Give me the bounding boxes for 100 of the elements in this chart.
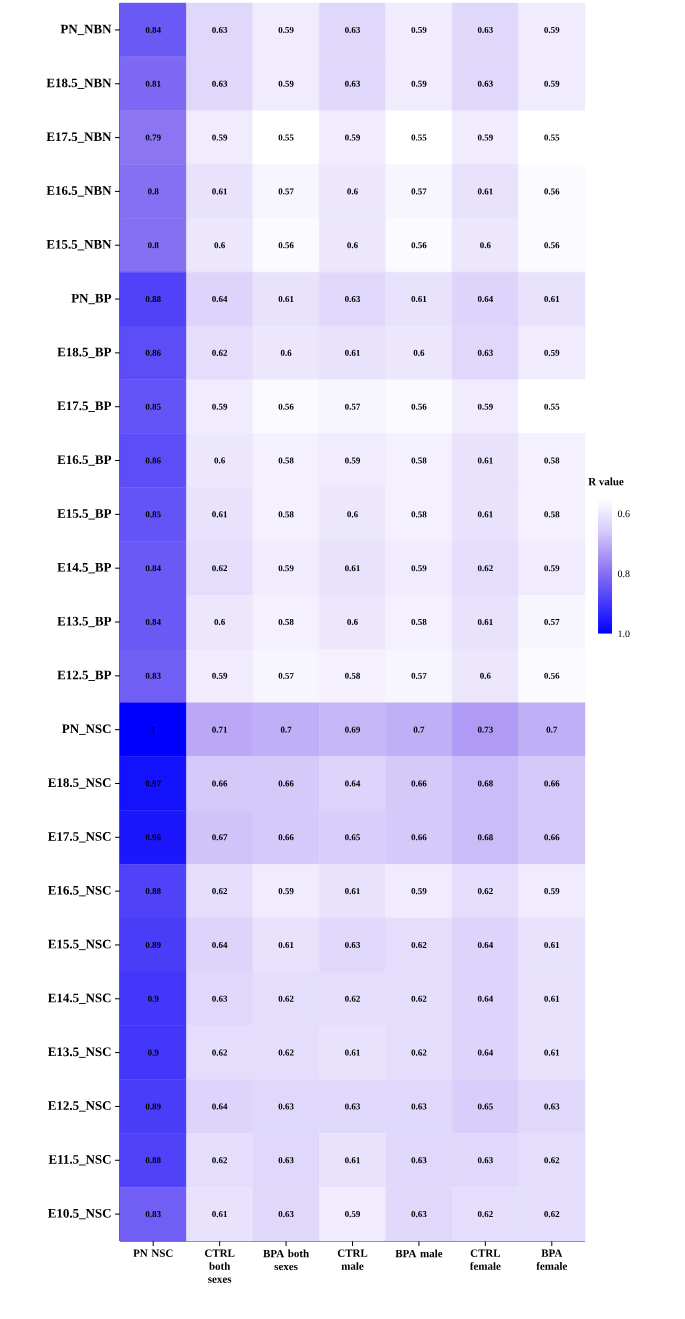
data-label: 0.6 (347, 511, 358, 518)
data-label: 0.56 (544, 242, 560, 249)
data-label: 0.58 (345, 672, 361, 679)
data-label: 0.59 (411, 26, 427, 33)
data-label: 0.64 (477, 995, 494, 1002)
data-label: 0.59 (411, 565, 427, 572)
data-label: 0.59 (345, 134, 361, 141)
data-label: 0.57 (345, 403, 361, 410)
y-tick-label: E18.5_NSC (48, 778, 111, 789)
y-tick-label: E15.5_NBN (46, 240, 112, 251)
data-label: 0.62 (212, 888, 228, 895)
data-label: 0.64 (477, 296, 494, 303)
data-label: 0.61 (212, 188, 228, 195)
data-label: 0.61 (345, 1049, 360, 1056)
x-tick-label: BPA female (536, 1249, 568, 1270)
data-label: 0.56 (411, 242, 427, 249)
data-label: 0.63 (212, 26, 228, 33)
x-tick-label: PN NSC (133, 1249, 173, 1257)
data-label: 0.86 (145, 349, 161, 356)
data-label: 0.63 (477, 1157, 493, 1164)
data-label: 0.59 (477, 403, 493, 410)
data-label: 0.61 (544, 1049, 560, 1056)
y-tick-label: E17.5_NSC (48, 832, 111, 843)
data-label: 0.61 (345, 1157, 360, 1164)
data-label: 0.55 (278, 134, 294, 141)
data-label: 0.62 (544, 1211, 560, 1218)
data-label: 0.59 (212, 403, 228, 410)
data-label: 0.6 (480, 242, 491, 249)
data-label: 0.61 (278, 941, 294, 949)
data-label: 0.6 (480, 672, 491, 679)
data-label: 0.66 (212, 780, 228, 787)
data-label: 0.59 (345, 1211, 361, 1218)
data-label: 0.63 (345, 26, 361, 33)
data-label: 0.57 (411, 672, 427, 679)
data-label: 0.81 (145, 80, 161, 87)
data-label: 0.66 (278, 834, 294, 841)
data-label: 0.59 (544, 26, 560, 33)
data-label: 0.55 (411, 134, 427, 141)
data-label: 0.55 (544, 403, 560, 410)
data-label: 0.58 (411, 618, 427, 626)
data-label: 0.62 (477, 565, 493, 572)
data-label: 0.7 (546, 726, 558, 733)
x-tick-label: BPA both sexes (263, 1249, 309, 1271)
color-bar-label: 1.0 (618, 630, 630, 638)
data-label: 0.58 (278, 618, 294, 626)
data-label: 0.66 (411, 834, 427, 841)
data-label: 0.83 (145, 1211, 161, 1218)
data-label: 0.7 (413, 726, 425, 733)
y-tick-label: PN_BP (71, 293, 112, 305)
data-label: 0.6 (214, 618, 225, 626)
data-label: 0.56 (278, 242, 294, 249)
data-label: 0.56 (411, 403, 427, 410)
data-label: 0.59 (212, 134, 228, 141)
data-label: 0.63 (278, 1211, 294, 1218)
data-label: 0.58 (411, 457, 427, 464)
y-tick-label: E13.5_NSC (48, 1047, 111, 1058)
data-label: 0.88 (145, 888, 161, 895)
data-label: 0.62 (278, 1049, 294, 1056)
data-label: 0.56 (278, 403, 294, 410)
data-label: 0.62 (212, 1157, 228, 1164)
data-label: 0.64 (212, 296, 228, 303)
data-label: 0.85 (145, 511, 161, 518)
data-label: 0.63 (345, 296, 361, 303)
x-tick-label: CTRL both sexes (204, 1249, 235, 1283)
data-label: 0.66 (544, 834, 560, 841)
data-label: 0.61 (278, 296, 294, 303)
data-label: 0.62 (544, 1157, 560, 1164)
data-label: 0.89 (145, 941, 161, 949)
data-label: 0.79 (145, 134, 161, 141)
data-label: 0.6 (347, 242, 358, 249)
y-tick-label: E14.5_BP (57, 563, 112, 574)
data-label: 0.59 (544, 565, 560, 572)
data-label: 0.6 (214, 457, 225, 464)
data-label: 0.8 (147, 242, 159, 249)
data-label: 0.61 (477, 188, 493, 195)
data-label: 0.6 (413, 349, 425, 356)
data-label: 0.71 (212, 726, 228, 733)
y-tick-label: E14.5_NSC (48, 993, 111, 1004)
data-label: 0.59 (278, 565, 294, 572)
data-label: 0.63 (477, 26, 493, 33)
y-tick-label: E12.5_BP (57, 670, 112, 682)
data-label: 0.7 (280, 726, 292, 733)
data-label: 0.84 (145, 565, 161, 572)
data-label: 0.63 (411, 1157, 427, 1164)
data-label: 0.58 (544, 457, 560, 464)
data-label: 0.62 (212, 1049, 228, 1056)
data-label: 0.67 (212, 834, 228, 841)
data-label: 0.61 (477, 511, 493, 518)
data-label: 0.59 (212, 672, 228, 679)
data-label: 0.61 (477, 457, 493, 464)
data-label: 0.62 (212, 565, 228, 572)
data-label: 0.61 (411, 296, 427, 303)
y-tick-label: E10.5_NSC (48, 1208, 111, 1220)
data-label: 0.59 (411, 80, 427, 87)
data-label: 0.61 (477, 618, 493, 626)
data-label: 0.86 (145, 457, 161, 464)
data-label: 0.89 (145, 1103, 161, 1110)
data-label: 0.63 (278, 1157, 294, 1164)
data-label: 0.6 (347, 188, 358, 195)
data-label: 0.64 (477, 941, 494, 949)
